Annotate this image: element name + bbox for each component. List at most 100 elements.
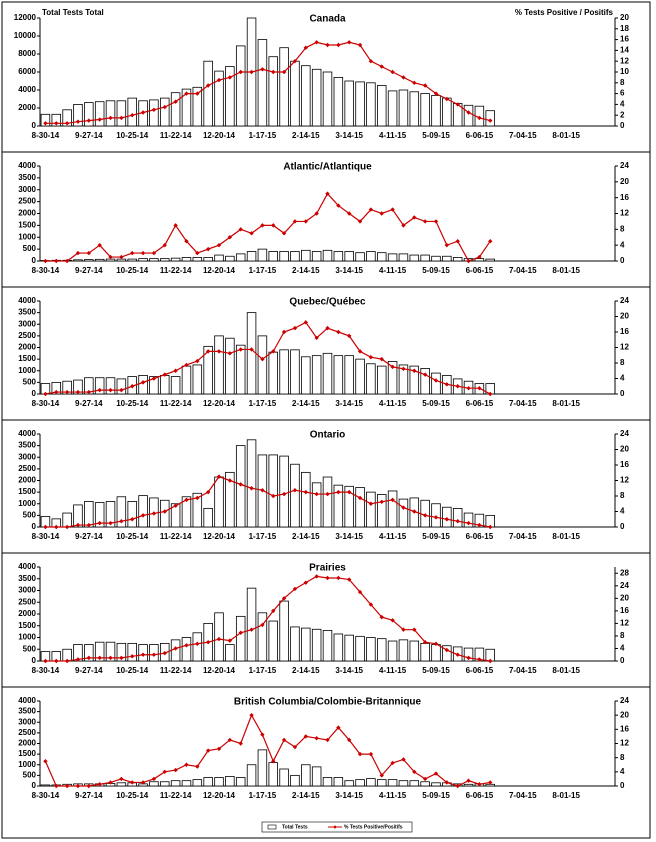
bar xyxy=(170,257,181,262)
y2-tick-label: 4 xyxy=(620,374,625,383)
bar xyxy=(246,439,257,528)
bar xyxy=(463,647,474,662)
bar xyxy=(84,644,94,662)
line-marker xyxy=(173,368,178,373)
x-tick-label: 5-09-15 xyxy=(422,532,450,541)
y2-tick-label: 24 xyxy=(620,161,629,170)
line-marker xyxy=(195,764,200,769)
line-marker xyxy=(227,75,233,80)
x-tick-label: 4-11-15 xyxy=(379,131,407,140)
line-marker xyxy=(412,368,417,373)
bar xyxy=(355,635,365,662)
x-tick-label: 11-22-14 xyxy=(160,266,192,275)
x-tick-label: 9-27-14 xyxy=(75,131,103,140)
y-tick-label: 2500 xyxy=(18,597,36,606)
line-marker xyxy=(140,652,146,657)
bar xyxy=(246,312,257,395)
line-marker xyxy=(162,372,167,377)
line-marker xyxy=(368,354,374,360)
bar xyxy=(344,485,354,528)
y-tick-label: 0 xyxy=(32,121,37,130)
x-tick-label: 11-22-14 xyxy=(160,791,192,800)
bar xyxy=(301,356,311,395)
bar xyxy=(214,254,224,262)
x-tick-label: 8-01-15 xyxy=(552,791,580,800)
x-tick-label: 3-14-15 xyxy=(335,131,363,140)
line-marker xyxy=(260,223,265,228)
line-marker xyxy=(43,658,48,664)
bar xyxy=(257,749,268,787)
y2-tick-label: 12 xyxy=(620,343,629,352)
y2-tick-label: 8 xyxy=(620,491,625,500)
x-tick-label: 7-04-15 xyxy=(509,666,537,675)
bar xyxy=(257,248,268,262)
line-marker xyxy=(379,499,384,505)
y-tick-label: 8000 xyxy=(18,49,36,58)
bar xyxy=(94,377,105,395)
line-marker xyxy=(466,778,471,783)
line-marker xyxy=(455,518,460,524)
bar xyxy=(333,484,344,528)
line-marker xyxy=(281,596,287,601)
line-marker xyxy=(314,735,319,741)
line-marker xyxy=(303,489,309,495)
bar xyxy=(290,774,300,787)
bar xyxy=(181,257,192,262)
line-marker xyxy=(466,385,471,391)
bar xyxy=(181,496,192,528)
bar xyxy=(235,777,246,787)
x-tick-label: 8-01-15 xyxy=(552,266,580,275)
x-tick-label: 9-27-14 xyxy=(75,532,103,541)
bar xyxy=(235,344,246,395)
line-marker xyxy=(130,250,135,256)
line-marker xyxy=(422,513,428,518)
line-marker xyxy=(249,231,254,236)
bar xyxy=(279,768,289,787)
line-marker xyxy=(205,349,211,354)
line-marker xyxy=(346,737,352,743)
line-marker xyxy=(346,40,352,45)
bar xyxy=(366,637,376,662)
bar xyxy=(398,498,409,528)
line-marker xyxy=(422,83,428,88)
y2-tick-label: 0 xyxy=(620,256,625,265)
line-marker xyxy=(379,356,384,362)
line-marker xyxy=(205,83,211,88)
line-marker xyxy=(184,239,189,244)
bar xyxy=(431,255,441,262)
x-tick-label: 2-14-15 xyxy=(292,266,320,275)
bar xyxy=(366,251,376,262)
y2-tick-label: 20 xyxy=(620,445,629,454)
line-marker xyxy=(271,69,276,75)
line-marker xyxy=(357,349,363,354)
legend-label: % Tests Positive/Positifs xyxy=(344,824,403,830)
line-marker xyxy=(325,491,330,497)
line-marker xyxy=(433,771,439,776)
line-marker xyxy=(86,783,92,789)
y2-tick-label: 0 xyxy=(620,656,625,665)
line-marker xyxy=(227,478,233,483)
y-tick-label: 1500 xyxy=(18,621,36,630)
y2-tick-label: 16 xyxy=(620,327,629,336)
line-marker xyxy=(249,627,254,632)
line-marker xyxy=(151,652,157,657)
line-marker xyxy=(379,211,384,216)
line-marker xyxy=(173,223,178,228)
bar xyxy=(333,77,344,127)
bar xyxy=(420,781,430,787)
line-marker xyxy=(412,509,417,514)
bar xyxy=(94,502,105,528)
bar xyxy=(398,89,409,127)
y-tick-label: 3500 xyxy=(18,707,36,716)
line-marker xyxy=(401,223,406,228)
x-tick-label: 4-11-15 xyxy=(379,791,407,800)
line-marker xyxy=(97,655,102,661)
y2-tick-label: 12 xyxy=(620,739,629,748)
line-marker xyxy=(151,107,157,112)
line-marker xyxy=(368,207,374,212)
line-marker xyxy=(314,211,319,216)
line-marker xyxy=(249,347,254,352)
x-tick-label: 5-09-15 xyxy=(422,131,450,140)
y2-tick-label: 12 xyxy=(620,619,629,628)
y2-tick-label: 20 xyxy=(620,13,629,22)
